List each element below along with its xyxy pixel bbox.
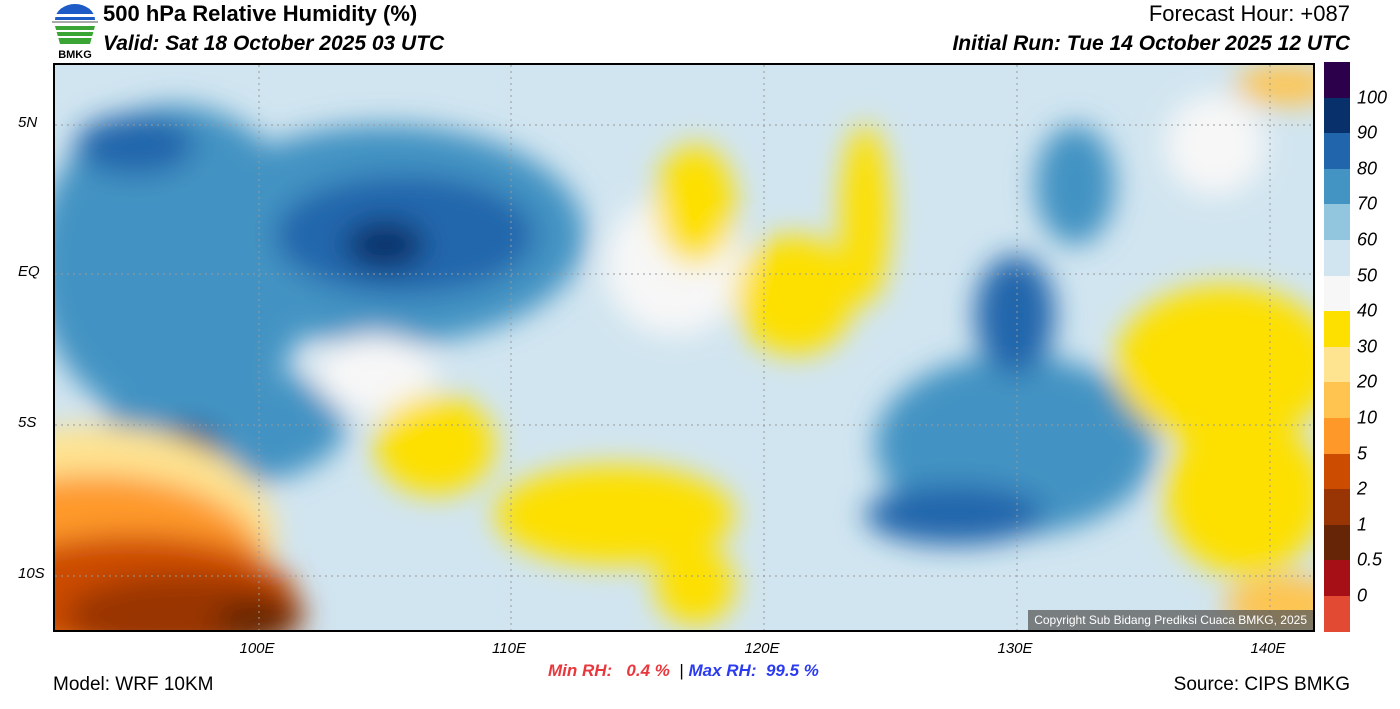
max-rh-label: Max RH: <box>688 661 757 680</box>
colorbar-label: 70 <box>1357 193 1378 214</box>
colorbar <box>1324 62 1350 632</box>
lon-label: 100E <box>239 640 275 657</box>
lon-label: 120E <box>744 640 780 657</box>
lat-label: 5N <box>18 114 38 131</box>
lon-label: 140E <box>1250 640 1286 657</box>
colorbar-bin <box>1324 97 1350 134</box>
separator: | <box>679 661 684 680</box>
colorbar-bin <box>1324 62 1350 98</box>
lat-label: EQ <box>18 263 40 280</box>
svg-text:BMKG: BMKG <box>58 49 92 60</box>
source-label: Source: CIPS BMKG <box>1173 674 1350 695</box>
lon-label: 130E <box>997 640 1033 657</box>
max-rh-value: 99.5 % <box>765 661 819 680</box>
colorbar-label: 40 <box>1357 300 1378 321</box>
colorbar-bin <box>1324 133 1350 169</box>
colorbar-label: 0 <box>1357 585 1368 606</box>
colorbar-bin <box>1324 489 1350 525</box>
lat-label: 5S <box>18 414 37 431</box>
colorbar-bin <box>1324 595 1350 632</box>
colorbar-bin <box>1324 275 1350 312</box>
colorbar-label: 5 <box>1357 443 1368 464</box>
colorbar-label: 90 <box>1357 122 1378 143</box>
lon-label: 110E <box>492 640 526 657</box>
colorbar-label: 10 <box>1357 407 1378 428</box>
colorbar-bin <box>1324 239 1350 276</box>
colorbar-bin <box>1324 311 1350 347</box>
colorbar-bin <box>1324 168 1350 205</box>
colorbar-bin <box>1324 346 1350 383</box>
min-rh-label: Min RH: <box>548 661 613 680</box>
map-title: 500 hPa Relative Humidity (%) <box>103 1 418 26</box>
colorbar-label: 30 <box>1357 336 1378 357</box>
colorbar-label: 50 <box>1357 265 1378 286</box>
colorbar-bin <box>1324 204 1350 240</box>
lat-label: 10S <box>18 565 45 582</box>
colorbar-label: 1 <box>1357 514 1368 535</box>
colorbar-label: 80 <box>1357 158 1378 179</box>
colorbar-label: 2 <box>1357 478 1368 499</box>
model-label: Model: WRF 10KM <box>53 674 214 695</box>
colorbar-bin <box>1324 417 1350 454</box>
initial-run: Initial Run: Tue 14 October 2025 12 UTC <box>952 32 1350 55</box>
colorbar-label: 20 <box>1357 371 1378 392</box>
colorbar-bin <box>1324 453 1350 490</box>
bmkg-logo: BMKG <box>52 4 98 60</box>
colorbar-label: 100 <box>1357 87 1388 108</box>
copyright-notice: Copyright Sub Bidang Prediksi Cuaca BMKG… <box>1028 610 1313 630</box>
colorbar-bin <box>1324 560 1350 596</box>
forecast-hour: Forecast Hour: +087 <box>1148 1 1350 26</box>
rh-stats: Min RH: 0.4 % | Max RH: 99.5 % <box>548 661 819 681</box>
min-rh-value: 0.4 % <box>626 661 670 680</box>
valid-time: Valid: Sat 18 October 2025 03 UTC <box>103 32 445 55</box>
colorbar-label: 60 <box>1357 229 1378 250</box>
humidity-map: Copyright Sub Bidang Prediksi Cuaca BMKG… <box>53 63 1315 632</box>
colorbar-bin <box>1324 382 1350 418</box>
colorbar-label: 0.5 <box>1357 549 1383 570</box>
colorbar-bin <box>1324 524 1350 561</box>
